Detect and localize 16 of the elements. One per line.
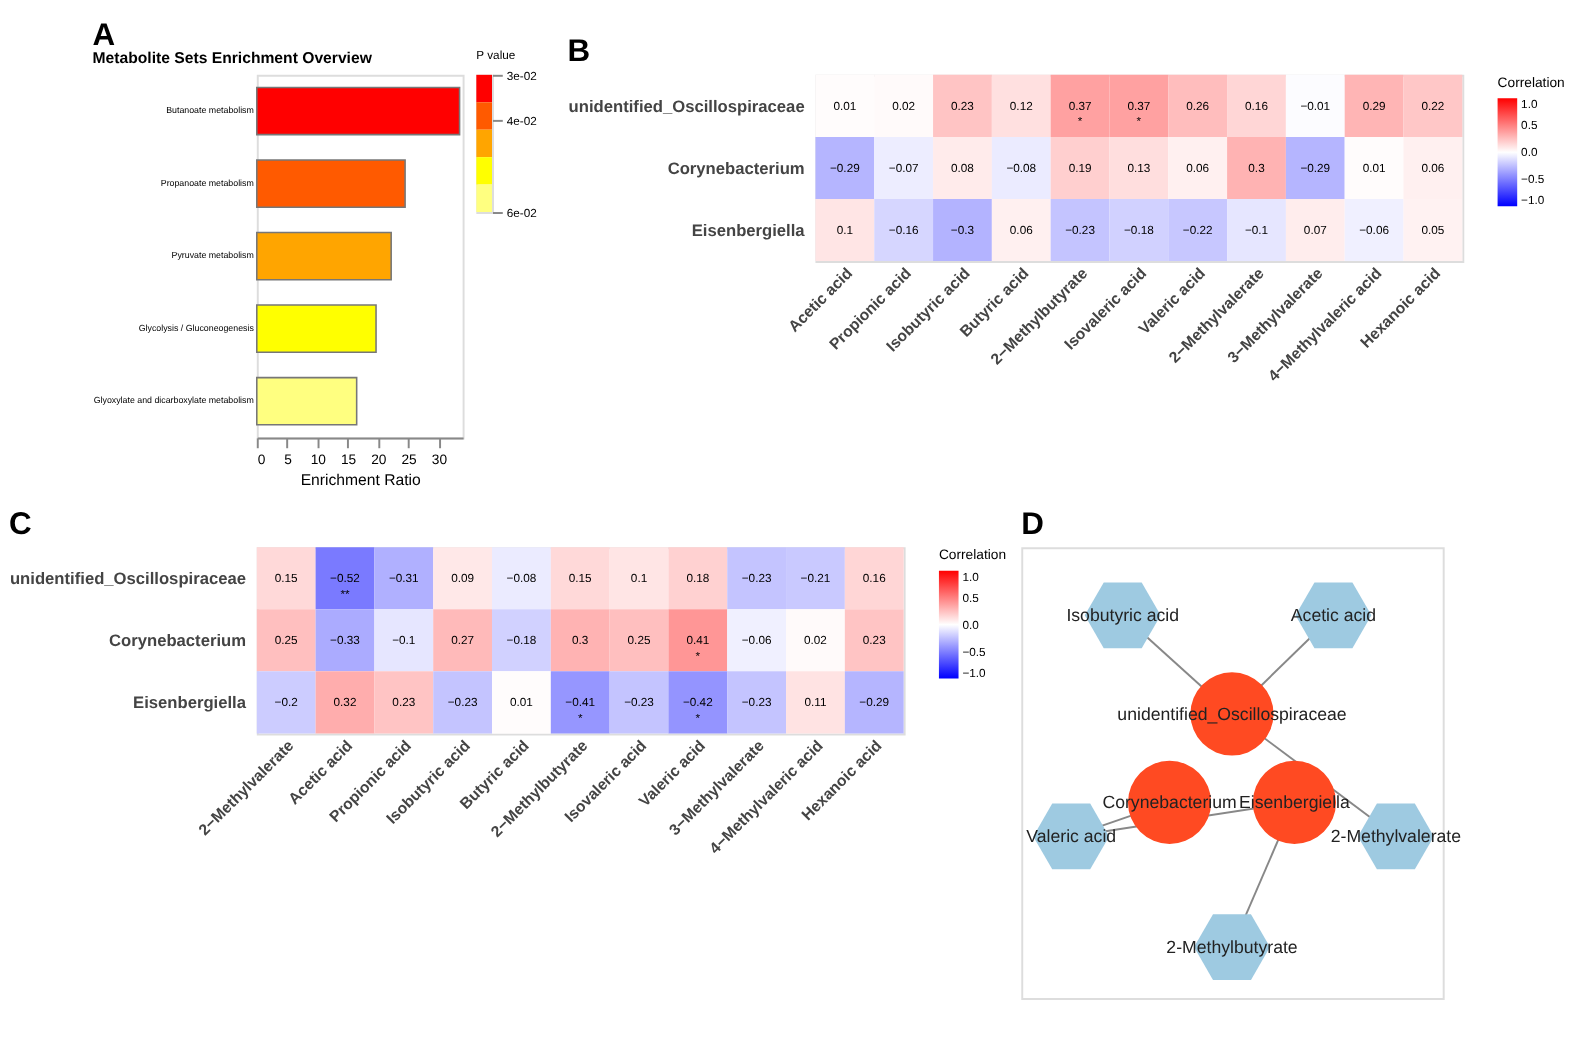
text: Acetic acid (1290, 605, 1377, 626)
y-tick-label: unidentified_Oscillospiraceae (9, 568, 247, 589)
y-tick-label: Corynebacterium (667, 157, 805, 178)
y-tick-label: unidentified_Oscillospiraceae (568, 95, 806, 116)
text: 2-Methylvalerate (1330, 826, 1462, 847)
x-axis-title: Enrichment Ratio (300, 471, 422, 490)
text: B (567, 35, 591, 70)
text: C (8, 507, 32, 542)
y-tick-label: Eisenbergiella (133, 692, 247, 713)
text: D (1021, 507, 1044, 542)
text: Isobutyric acid (1066, 605, 1180, 626)
y-tick-label: Corynebacterium (109, 630, 246, 651)
chart-title: Metabolite Sets Enrichment Overview (92, 49, 374, 68)
text: 2-Methylbutyrate (1166, 936, 1298, 957)
text: A (92, 19, 116, 54)
y-tick-label: Eisenbergiella (691, 219, 806, 240)
